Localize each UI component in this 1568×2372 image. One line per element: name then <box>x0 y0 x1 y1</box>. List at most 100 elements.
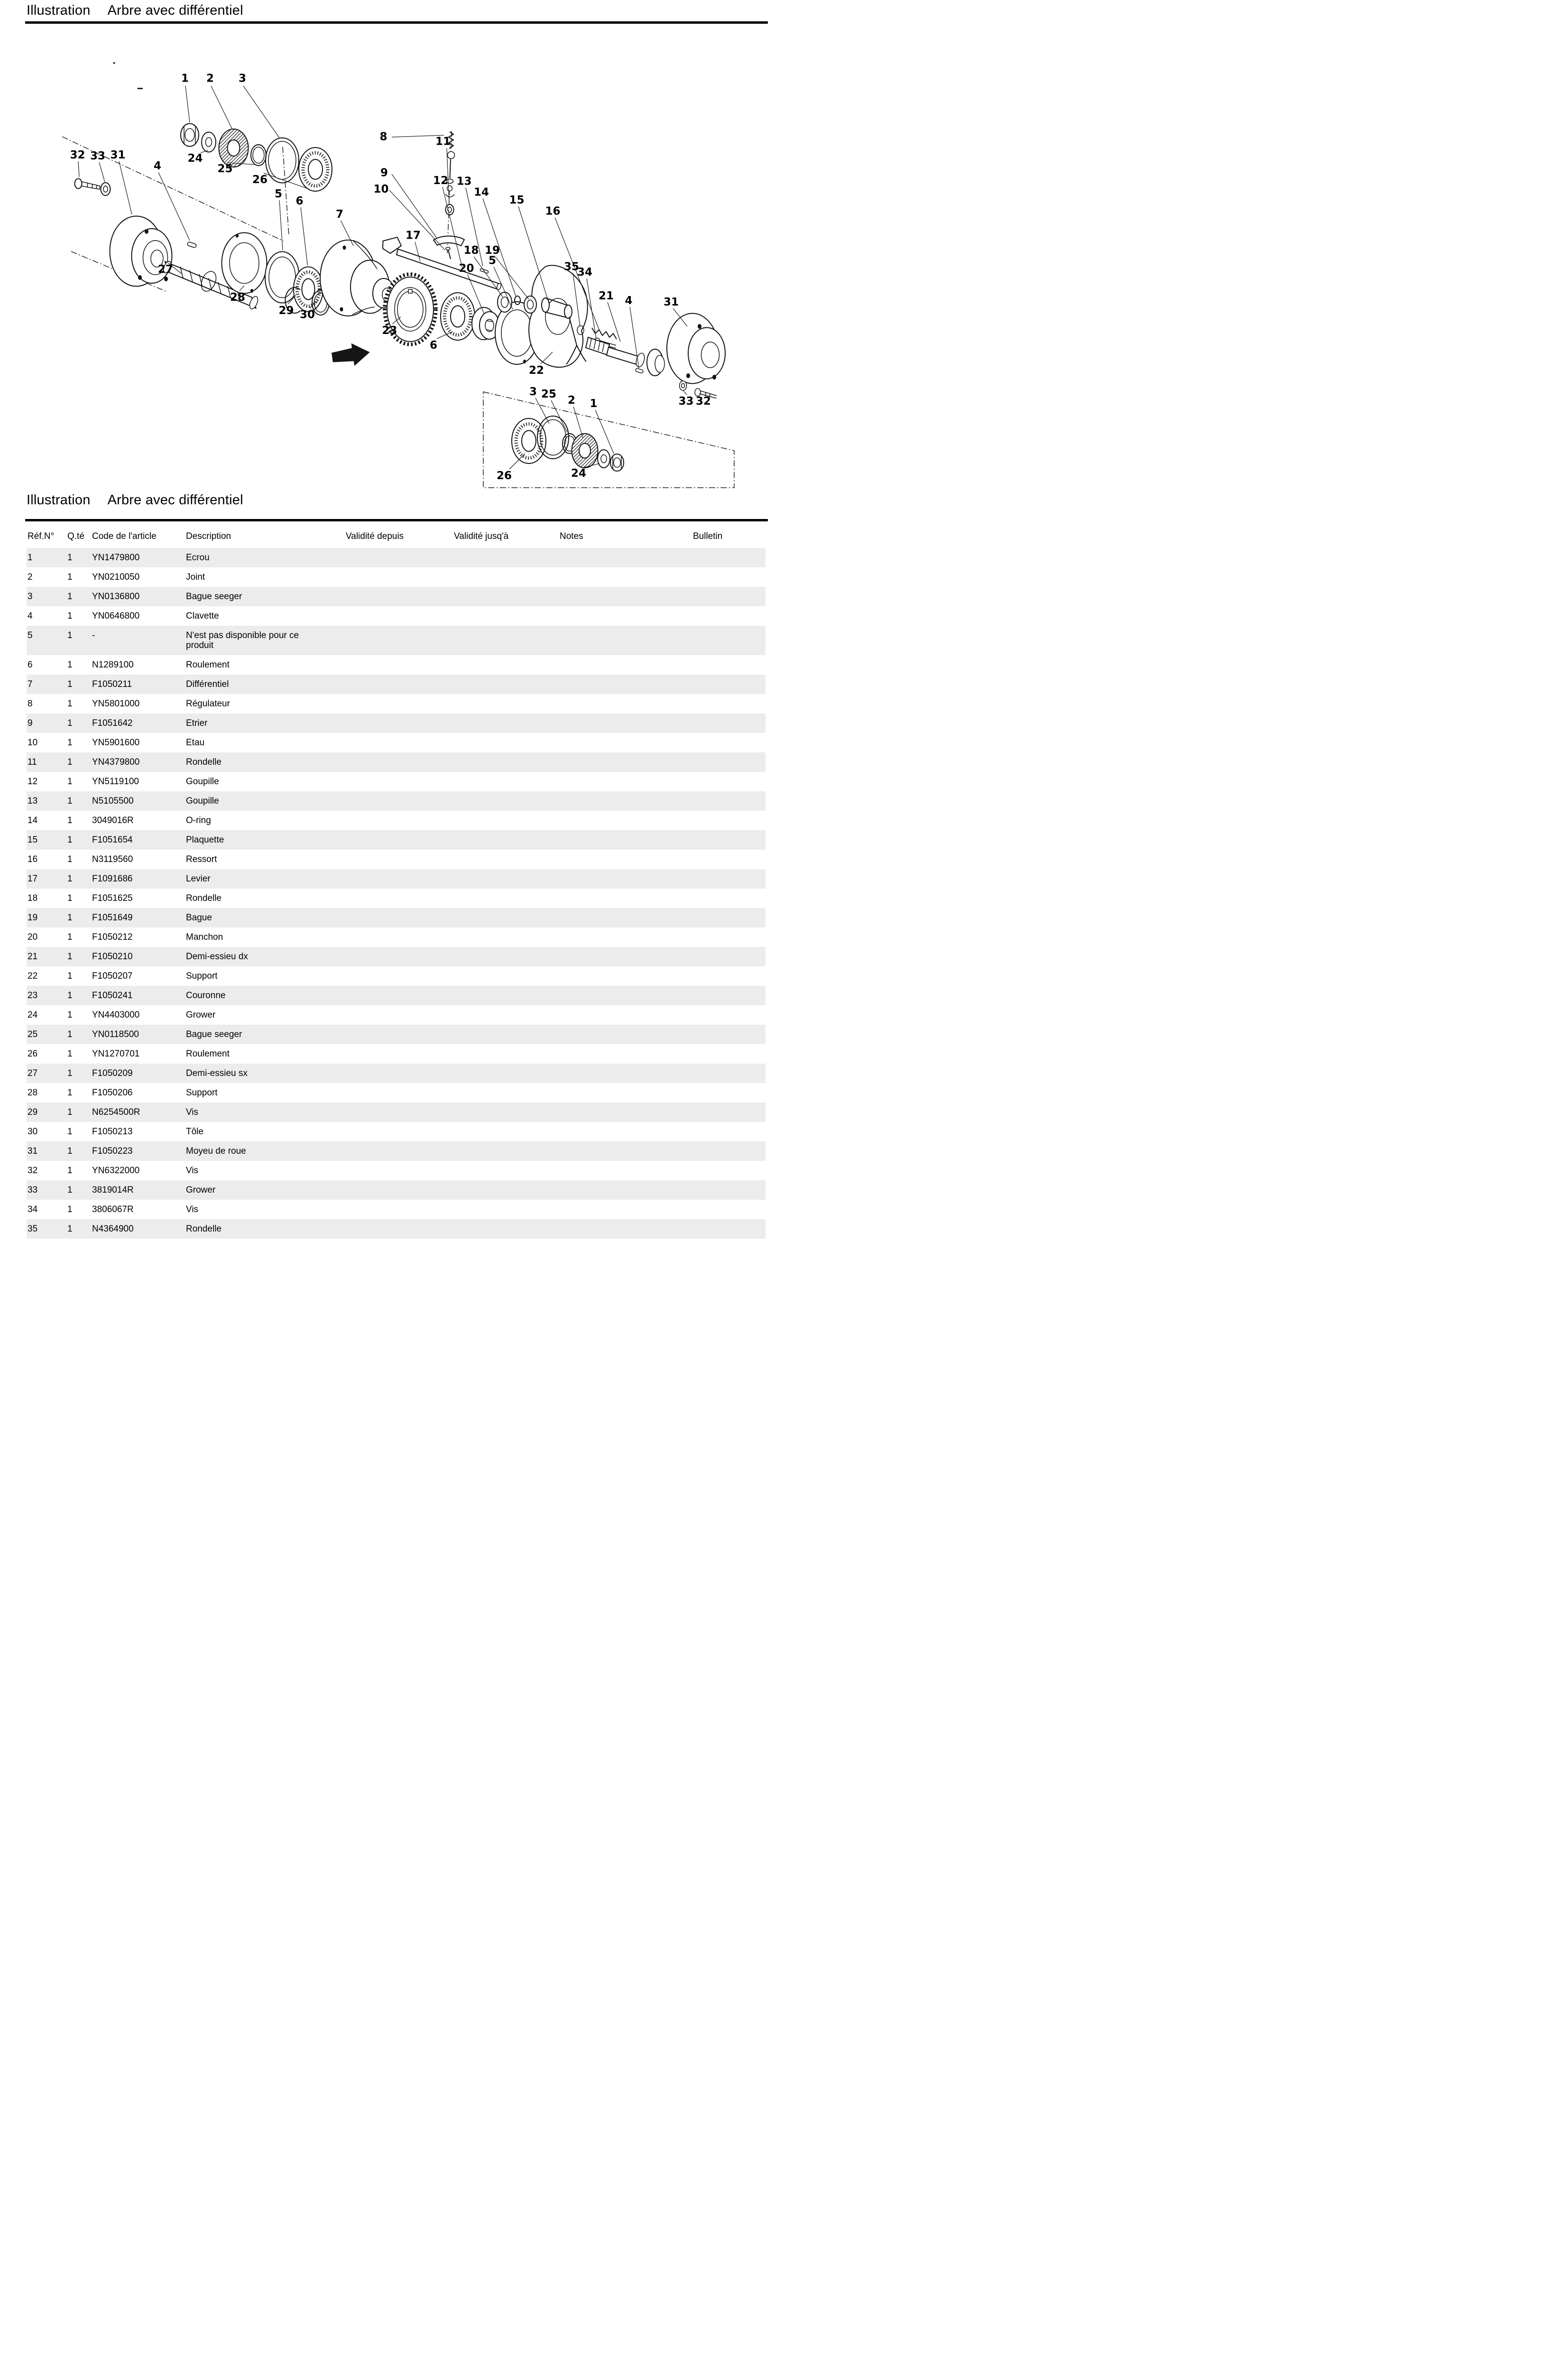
cell-desc: Demi-essieu dx <box>186 952 248 962</box>
part-label-2: 2 <box>206 73 214 85</box>
cell-desc: Goupille <box>186 796 219 806</box>
table-row: 3 1 YN0136800 Bague seeger <box>27 587 766 606</box>
table-row: 16 1 N3119560 Ressort <box>27 850 766 869</box>
cell-code: YN5801000 <box>92 699 140 709</box>
part-label-8: 8 <box>379 131 387 143</box>
cell-code: N3119560 <box>92 854 133 864</box>
cell-bulletin <box>692 1083 766 1103</box>
cell-notes <box>559 587 692 606</box>
cell-depuis <box>345 1044 453 1064</box>
leader-line <box>607 302 621 342</box>
cell-ref: 25 <box>28 1029 38 1039</box>
table-row: 21 1 F1050210 Demi-essieu dx <box>27 947 766 966</box>
part-differentiel-7 <box>320 240 395 316</box>
leader-line <box>446 148 450 204</box>
cell-jusqua <box>453 1180 559 1200</box>
cell-code: F1091686 <box>92 874 133 884</box>
part-label-5: 5 <box>275 188 282 200</box>
page-title: Illustration Arbre avec différentiel <box>27 3 243 19</box>
cell-desc: Ecrou <box>186 553 210 563</box>
cell-depuis <box>345 927 453 947</box>
cell-qty: 1 <box>67 971 73 981</box>
table-row: 26 1 YN1270701 Roulement <box>27 1044 766 1064</box>
cell-bulletin <box>692 1161 766 1180</box>
cell-jusqua <box>453 986 559 1005</box>
part-rondelle-11 <box>445 204 454 215</box>
cell-qty: 1 <box>67 1068 73 1078</box>
cell-bulletin <box>692 908 766 927</box>
part-rondelle-18 <box>497 292 512 313</box>
parts-tbody: 1 1 YN1479800 Ecrou 2 1 YN0210050 Joint 3 1 YN0136… <box>27 548 766 1239</box>
part-plaque-5 <box>265 251 300 304</box>
cell-jusqua <box>453 1064 559 1083</box>
cell-jusqua <box>453 1025 559 1044</box>
leader-line <box>535 398 550 424</box>
cell-jusqua <box>453 1083 559 1103</box>
cell-bulletin <box>692 1103 766 1122</box>
cell-jusqua <box>453 567 559 587</box>
cell-ref: 18 <box>28 893 38 903</box>
table-row: 35 1 N4364900 Rondelle <box>27 1219 766 1239</box>
cell-desc: Bague seeger <box>186 1029 242 1039</box>
parts-table-wrap: Réf.N° Q.té Code de l'article Descriptio… <box>27 523 766 1239</box>
cell-notes <box>559 1219 692 1239</box>
leader-line <box>309 300 319 308</box>
cell-code: YN6322000 <box>92 1166 140 1176</box>
cell-code: YN1270701 <box>92 1049 140 1059</box>
cell-bulletin <box>692 889 766 908</box>
cell-ref: 7 <box>28 679 33 689</box>
cell-jusqua <box>453 587 559 606</box>
cell-bulletin <box>692 733 766 752</box>
cell-desc: Bague seeger <box>186 592 242 602</box>
cell-desc: Bague <box>186 913 212 923</box>
part-label-24: 24 <box>187 152 203 165</box>
leader-line <box>540 352 553 364</box>
cell-qty: 1 <box>67 1010 73 1020</box>
part-vis-29 <box>285 287 301 314</box>
part-label-6: 6 <box>430 339 437 352</box>
cell-notes <box>559 1025 692 1044</box>
cell-depuis <box>345 694 453 713</box>
table-row: 29 1 N6254500R Vis <box>27 1103 766 1122</box>
cell-qty: 1 <box>67 1049 73 1059</box>
part-label-11: 11 <box>435 136 451 148</box>
table-row: 1 1 YN1479800 Ecrou <box>27 548 766 567</box>
cell-notes <box>559 850 692 869</box>
leader-line <box>239 285 245 291</box>
cell-bulletin <box>692 986 766 1005</box>
part-demi-essieu-sx-27 <box>163 260 258 309</box>
cell-ref: 21 <box>28 952 38 962</box>
cell-notes <box>559 1005 692 1025</box>
cell-ref: 24 <box>28 1010 38 1020</box>
cell-depuis <box>345 733 453 752</box>
cell-ref: 28 <box>28 1088 38 1098</box>
table-row: 20 1 F1050212 Manchon <box>27 927 766 947</box>
cell-ref: 23 <box>28 991 38 1001</box>
cell-jusqua <box>453 1161 559 1180</box>
cell-ref: 22 <box>28 971 38 981</box>
cell-notes <box>559 791 692 811</box>
cell-bulletin <box>692 752 766 772</box>
leader-line <box>287 295 296 305</box>
part-label-14: 14 <box>474 186 489 199</box>
cell-bulletin <box>692 587 766 606</box>
cell-code: F1050210 <box>92 952 133 962</box>
cell-bulletin <box>692 1122 766 1141</box>
col-description: Description <box>186 531 231 541</box>
part-levier-17 <box>382 236 502 290</box>
cell-code: F1050212 <box>92 932 133 942</box>
cell-ref: 5 <box>28 630 33 640</box>
cell-notes <box>559 733 692 752</box>
cell-jusqua <box>453 752 559 772</box>
cell-desc: Vis <box>186 1205 199 1214</box>
cell-desc: Rondelle <box>186 1224 221 1234</box>
part-label-26: 26 <box>497 470 512 482</box>
col-ref: Réf.N° <box>28 531 55 541</box>
table-row: 32 1 YN6322000 Vis <box>27 1161 766 1180</box>
cell-jusqua <box>453 927 559 947</box>
part-moyeu-de-roue-31-droit <box>666 313 726 384</box>
cell-ref: 10 <box>28 738 38 748</box>
cell-desc: Roulement <box>186 660 230 670</box>
part-label-7: 7 <box>336 208 343 221</box>
col-code: Code de l'article <box>92 531 157 541</box>
